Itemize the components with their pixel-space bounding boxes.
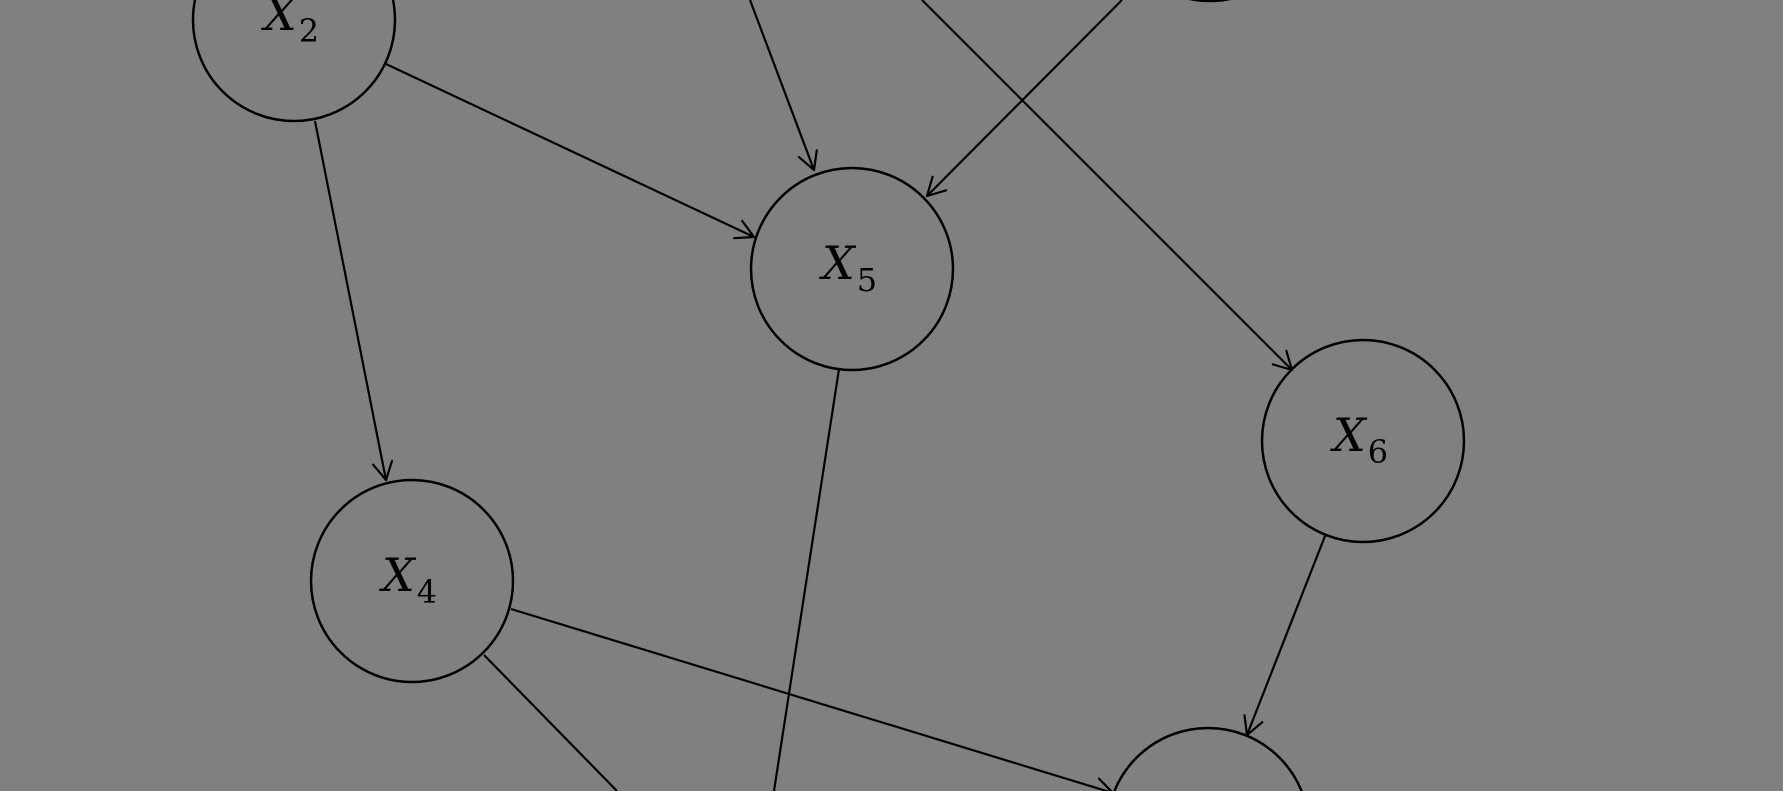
edge-x2-x5 bbox=[385, 63, 756, 240]
node-bottom-right bbox=[1113, 726, 1303, 791]
arrowhead-topright-x5 bbox=[925, 175, 948, 198]
edge-line-topright-x5 bbox=[926, 0, 1123, 197]
node-x2: X2 bbox=[191, 0, 397, 123]
edge-line-x2-x4 bbox=[313, 120, 388, 481]
edge-line-x2-x5 bbox=[385, 63, 755, 238]
edge-line-topmid-x5 bbox=[748, 0, 816, 171]
node-circle-x2 bbox=[191, 0, 397, 123]
node-label-x5: X5 bbox=[819, 236, 877, 299]
edge-line-x5-down bbox=[772, 368, 841, 791]
edge-line-x6-bottomright bbox=[1245, 535, 1327, 736]
node-label-base: X bbox=[261, 0, 299, 41]
node-circle-x5 bbox=[749, 166, 955, 372]
edge-topright-x5 bbox=[925, 0, 1123, 198]
node-label-x2: X2 bbox=[261, 0, 319, 50]
edge-x2-x4 bbox=[313, 120, 394, 482]
node-x4: X4 bbox=[309, 478, 515, 684]
node-label-subscript: 5 bbox=[857, 261, 877, 299]
node-x5: X5 bbox=[749, 166, 955, 372]
node-label-base: X bbox=[819, 236, 857, 290]
node-circle-top-right bbox=[1188, 0, 1232, 3]
arrowhead-topmid-x5 bbox=[797, 149, 818, 172]
node-label-x4: X4 bbox=[379, 548, 437, 611]
node-circle-x4 bbox=[309, 478, 515, 684]
node-label-x6: X6 bbox=[1330, 408, 1388, 471]
node-label-base: X bbox=[1330, 408, 1368, 462]
node-label-subscript: 2 bbox=[299, 12, 319, 50]
node-circle-bottom-right bbox=[1113, 726, 1303, 791]
edge-x5-down bbox=[772, 368, 841, 791]
arrowhead-x2-x4 bbox=[372, 459, 394, 482]
node-label-subscript: 4 bbox=[417, 573, 437, 611]
node-top-right bbox=[1188, 0, 1232, 3]
arrowhead-x4-bottomright bbox=[1097, 777, 1113, 791]
edge-x4-down bbox=[483, 654, 618, 791]
node-label-base: X bbox=[379, 548, 417, 602]
edge-line-x4-down bbox=[483, 654, 618, 791]
node-circle-x6 bbox=[1260, 338, 1466, 544]
arrowhead-x2-x5 bbox=[732, 219, 756, 240]
node-label-subscript: 6 bbox=[1368, 433, 1388, 471]
node-x6: X6 bbox=[1260, 338, 1466, 544]
edge-topmid-x5 bbox=[748, 0, 818, 172]
edge-line-x4-bottomright bbox=[510, 607, 1111, 791]
edge-x4-bottomright bbox=[510, 607, 1113, 791]
edge-line-top-x6 bbox=[921, 0, 1293, 371]
